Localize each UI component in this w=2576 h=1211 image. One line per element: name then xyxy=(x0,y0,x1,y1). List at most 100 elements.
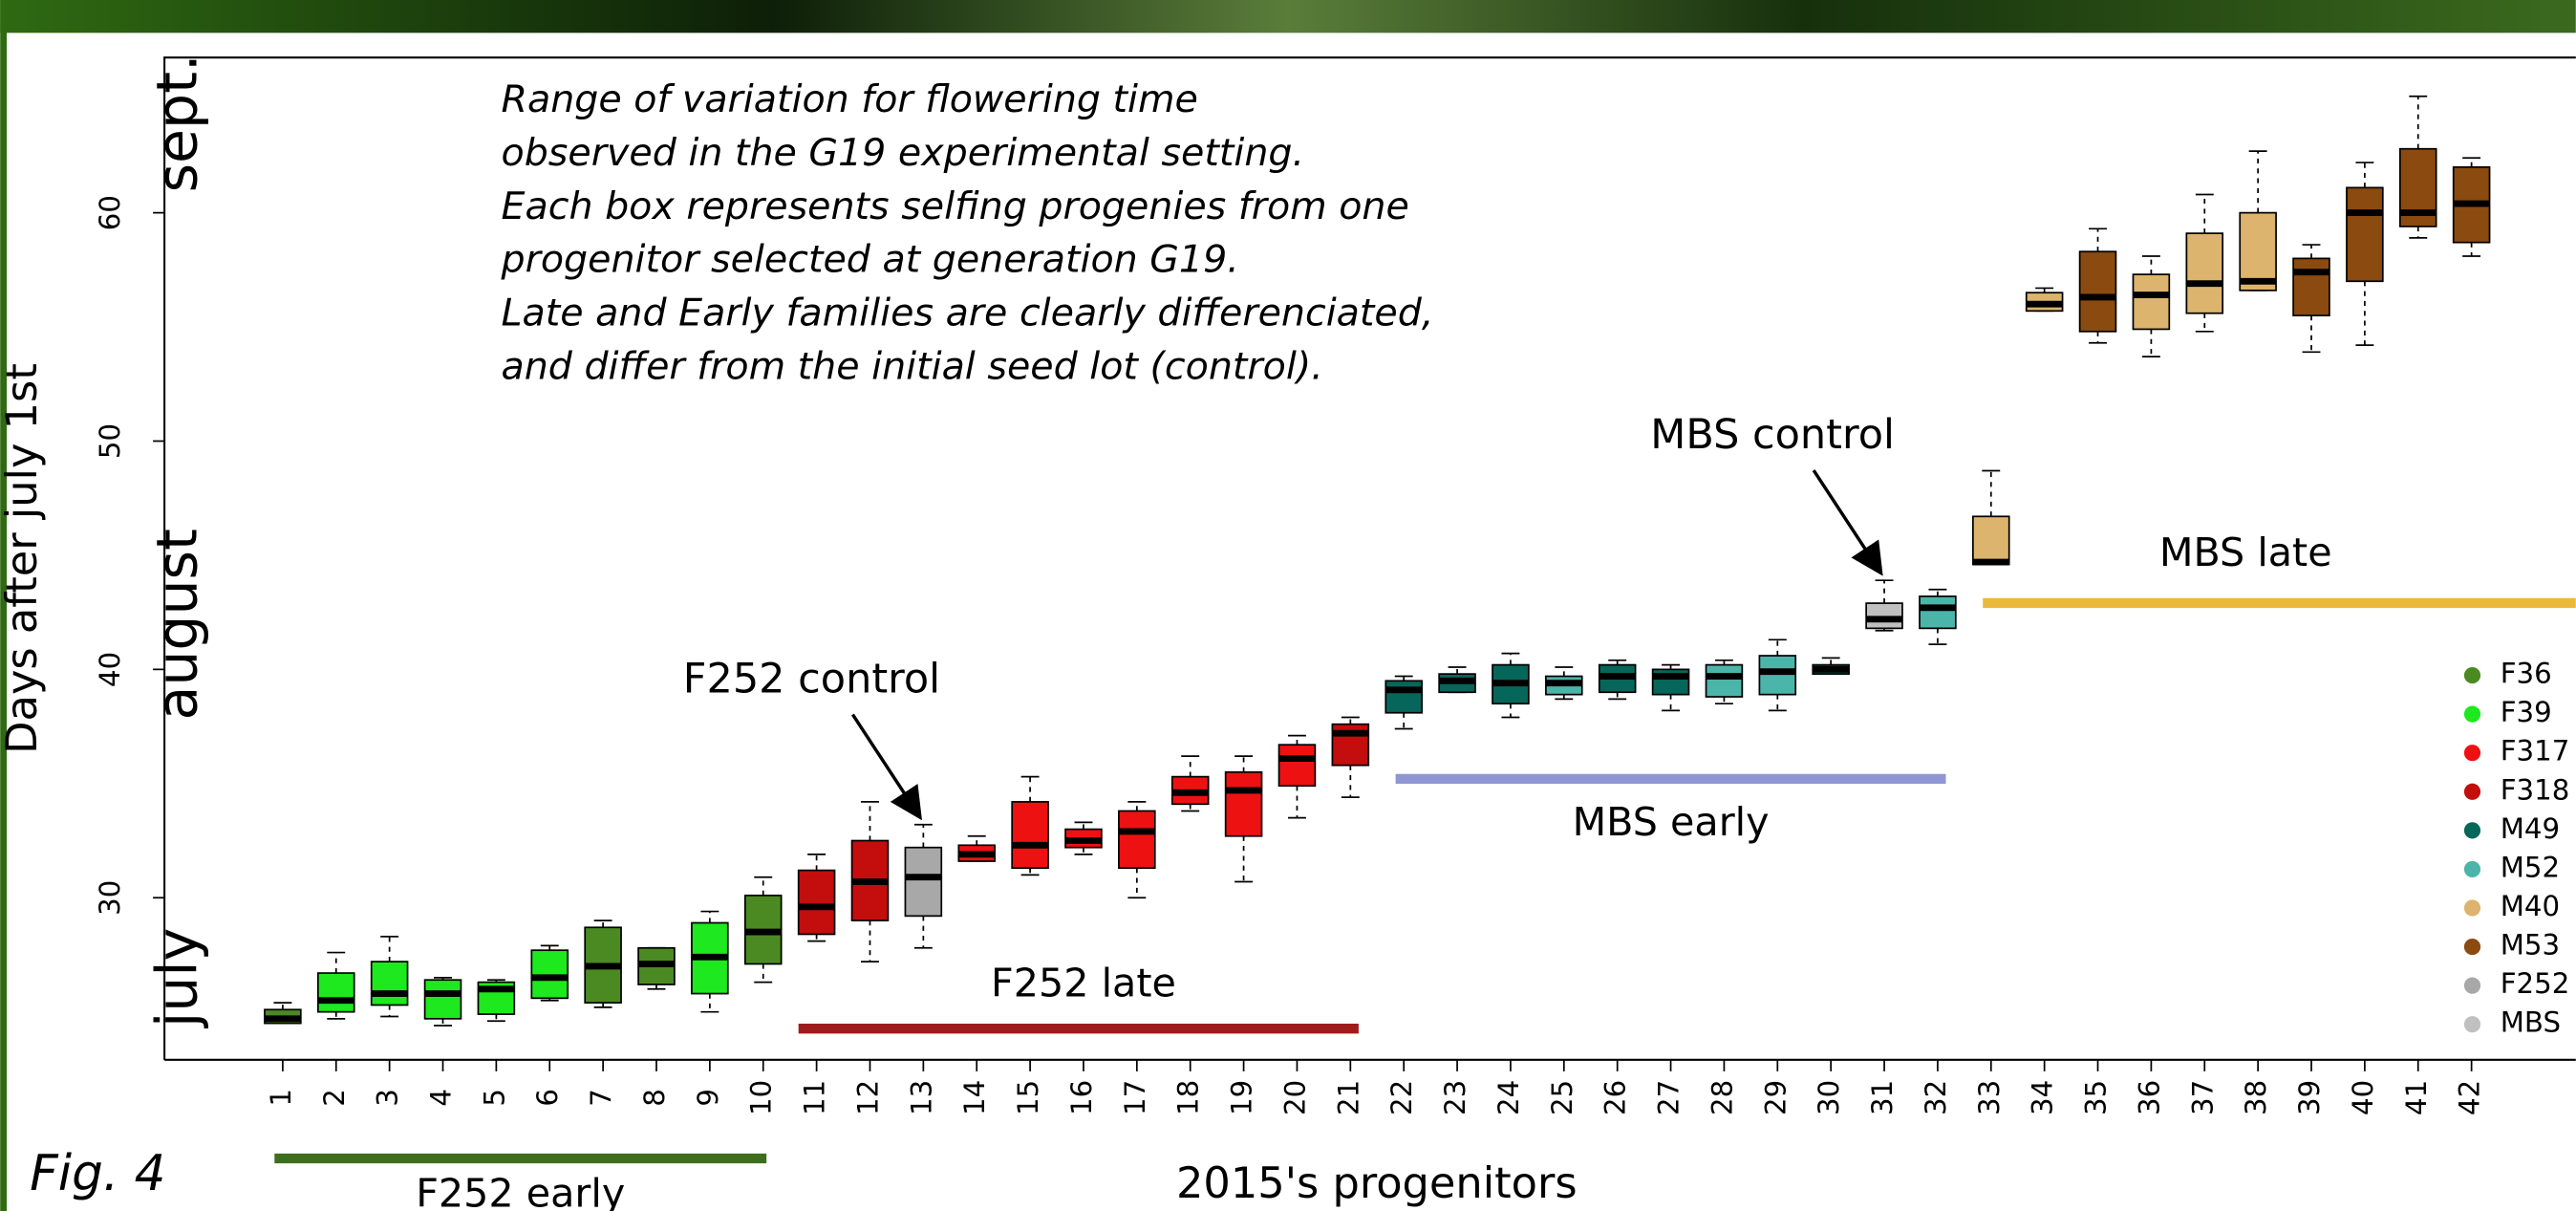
note-line: Each box represents selfing progenies fr… xyxy=(502,184,1409,228)
bracket-label: MBS early xyxy=(1573,799,1770,845)
legend-label: M53 xyxy=(2501,929,2560,962)
annotation-text: MBS control xyxy=(1650,411,1895,459)
x-tick-label: 18 xyxy=(1172,1080,1205,1115)
box xyxy=(2132,273,2171,331)
x-tick-label: 17 xyxy=(1119,1080,1151,1115)
bracket-label: MBS late xyxy=(2159,530,2332,575)
legend-label: F36 xyxy=(2501,658,2552,690)
box xyxy=(530,949,569,1000)
bracket-label: F252 late xyxy=(991,960,1176,1006)
box xyxy=(1277,744,1317,788)
y-tick-label: 50 xyxy=(94,423,126,459)
y-tick-label: 60 xyxy=(94,195,126,230)
box xyxy=(370,961,409,1006)
legend-label: F318 xyxy=(2501,773,2570,806)
box xyxy=(423,979,462,1020)
note-line: Range of variation for flowering time xyxy=(502,77,1198,121)
x-tick-label: 13 xyxy=(905,1080,937,1115)
note-line: Late and Early families are clearly diff… xyxy=(502,292,1434,335)
box xyxy=(1705,663,1744,698)
x-tick-label: 26 xyxy=(1599,1080,1632,1115)
x-tick-label: 3 xyxy=(372,1089,404,1107)
note-line: and differ from the initial seed lot (co… xyxy=(502,344,1323,388)
x-tick-label: 34 xyxy=(2027,1080,2059,1115)
box xyxy=(2239,211,2277,292)
background-band xyxy=(0,0,2576,33)
x-tick-label: 36 xyxy=(2133,1080,2165,1115)
legend-label: F317 xyxy=(2501,735,2570,768)
legend-marker xyxy=(2463,745,2481,762)
x-tick-label: 9 xyxy=(692,1089,724,1107)
x-tick-label: 2 xyxy=(318,1089,351,1107)
box xyxy=(2078,250,2117,333)
legend-marker xyxy=(2463,899,2481,917)
figure-label: Fig. 4 xyxy=(30,1145,165,1202)
legend-label: M40 xyxy=(2501,890,2560,922)
x-tick-label: 1 xyxy=(265,1089,297,1107)
x-tick-label: 8 xyxy=(638,1089,671,1107)
x-axis-label: 2015's progenitors xyxy=(1176,1158,1578,1208)
box xyxy=(1385,680,1423,714)
month-label: august xyxy=(144,529,209,720)
y-tick-label: 30 xyxy=(94,880,126,916)
box xyxy=(797,869,836,936)
x-tick-label: 10 xyxy=(745,1080,778,1115)
box xyxy=(316,972,355,1013)
legend-label: M52 xyxy=(2501,851,2560,883)
x-tick-label: 25 xyxy=(1546,1080,1578,1115)
x-tick-label: 6 xyxy=(531,1089,564,1107)
annotation-text: F252 control xyxy=(683,656,940,703)
box xyxy=(1011,801,1049,870)
box xyxy=(1224,770,1263,837)
box xyxy=(1758,655,1797,696)
legend-marker xyxy=(2463,1016,2481,1033)
x-tick-label: 39 xyxy=(2293,1080,2326,1115)
x-tick-label: 29 xyxy=(1759,1080,1792,1115)
x-tick-label: 28 xyxy=(1706,1080,1738,1115)
x-tick-label: 32 xyxy=(1920,1080,1952,1115)
x-tick-label: 14 xyxy=(958,1080,991,1115)
legend-label: MBS xyxy=(2501,1006,2561,1039)
y-axis-label: Days after july 1st xyxy=(0,363,47,754)
legend-marker xyxy=(2463,822,2481,839)
x-tick-label: 33 xyxy=(1973,1080,2006,1115)
legend-label: F252 xyxy=(2501,967,2570,1000)
x-tick-label: 11 xyxy=(799,1080,831,1115)
x-tick-label: 37 xyxy=(2186,1080,2219,1115)
background-edge xyxy=(0,0,8,1211)
x-tick-label: 31 xyxy=(1866,1080,1899,1115)
y-tick-label: 40 xyxy=(94,652,126,687)
x-tick-label: 12 xyxy=(851,1080,884,1115)
box xyxy=(1118,810,1156,870)
x-tick-label: 21 xyxy=(1332,1080,1364,1115)
box xyxy=(2346,186,2384,283)
x-tick-label: 41 xyxy=(2400,1080,2433,1115)
x-tick-label: 7 xyxy=(585,1089,617,1107)
x-tick-label: 4 xyxy=(425,1089,458,1107)
x-tick-label: 22 xyxy=(1385,1080,1418,1115)
x-tick-label: 38 xyxy=(2240,1080,2272,1115)
x-tick-label: 27 xyxy=(1653,1080,1685,1115)
x-tick-label: 24 xyxy=(1492,1080,1525,1115)
note-line: progenitor selected at generation G19. xyxy=(501,238,1239,282)
bracket-label: F252 early xyxy=(416,1171,625,1211)
box xyxy=(1919,595,1957,630)
legend-marker xyxy=(2463,783,2481,800)
month-label: july xyxy=(144,928,209,1029)
x-tick-label: 23 xyxy=(1439,1080,1471,1115)
box xyxy=(2292,257,2330,316)
x-tick-label: 5 xyxy=(478,1089,510,1107)
legend-marker xyxy=(2463,977,2481,994)
x-tick-label: 30 xyxy=(1813,1080,1845,1115)
x-tick-label: 42 xyxy=(2454,1080,2486,1115)
x-tick-label: 15 xyxy=(1012,1080,1044,1115)
x-tick-label: 20 xyxy=(1278,1080,1311,1115)
legend-marker xyxy=(2463,666,2481,684)
note-line: observed in the G19 experimental setting… xyxy=(502,131,1305,175)
legend-label: M49 xyxy=(2501,812,2560,845)
box xyxy=(904,846,943,918)
box xyxy=(1865,602,1903,630)
x-tick-label: 19 xyxy=(1226,1080,1258,1115)
